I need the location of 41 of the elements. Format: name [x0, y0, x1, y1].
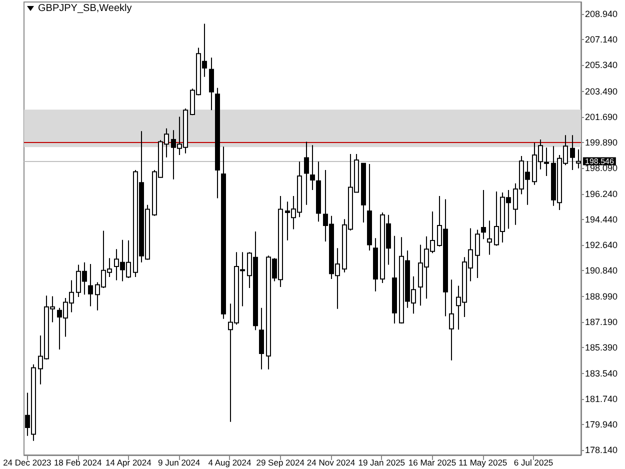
y-tick-label: 190.840 — [585, 265, 618, 276]
x-tick-label: 19 Jan 2025 — [358, 458, 406, 468]
y-tick-label: 194.440 — [585, 214, 618, 224]
y-tick-label: 187.190 — [585, 317, 618, 328]
candlestick — [449, 279, 454, 361]
x-tick-label: 14 Apr 2024 — [106, 458, 152, 468]
candlestick — [481, 189, 486, 240]
x-tick-label: 24 Dec 2023 — [3, 458, 52, 468]
candlestick — [570, 134, 575, 171]
y-tick-label: 201.690 — [585, 112, 618, 122]
y-tick-label: 178.140 — [585, 445, 618, 456]
y-tick-label: 207.140 — [585, 34, 618, 45]
x-tick-label: 11 May 2025 — [458, 458, 508, 468]
y-tick-label: 192.640 — [585, 240, 618, 250]
y-tick-label: 183.540 — [585, 368, 618, 379]
chart-title: GBPJPY_SB,Weekly — [38, 3, 132, 14]
candlestick — [304, 141, 309, 206]
y-tick-label: 188.990 — [585, 292, 618, 302]
x-tick-label: 24 Nov 2024 — [306, 458, 356, 468]
x-tick-label: 6 Jul 2025 — [514, 458, 554, 468]
candlestick — [259, 307, 264, 370]
candlestick — [475, 229, 480, 279]
x-tick-label: 29 Sep 2024 — [256, 458, 305, 468]
x-tick-label: 9 Jun 2024 — [158, 458, 200, 468]
y-tick-label: 205.340 — [585, 60, 618, 70]
y-tick-label: 179.940 — [585, 420, 618, 430]
ref-line-label: 198.546 — [585, 156, 614, 166]
candlestick — [310, 144, 315, 190]
x-tick-label: 18 Feb 2024 — [54, 458, 102, 468]
candlestick — [209, 57, 214, 111]
candlestick — [88, 264, 93, 307]
y-tick-label: 208.940 — [585, 9, 618, 20]
candlestick — [544, 147, 549, 176]
y-tick-label: 185.390 — [585, 342, 618, 353]
y-tick-label: 181.740 — [585, 394, 618, 404]
y-tick-label: 203.490 — [585, 86, 618, 96]
x-tick-label: 4 Aug 2024 — [208, 458, 252, 468]
y-tick-label: 196.240 — [585, 188, 618, 199]
candlestick — [487, 220, 492, 256]
x-tick-label: 16 Mar 2025 — [408, 458, 456, 468]
y-tick-label: 199.890 — [585, 137, 618, 148]
